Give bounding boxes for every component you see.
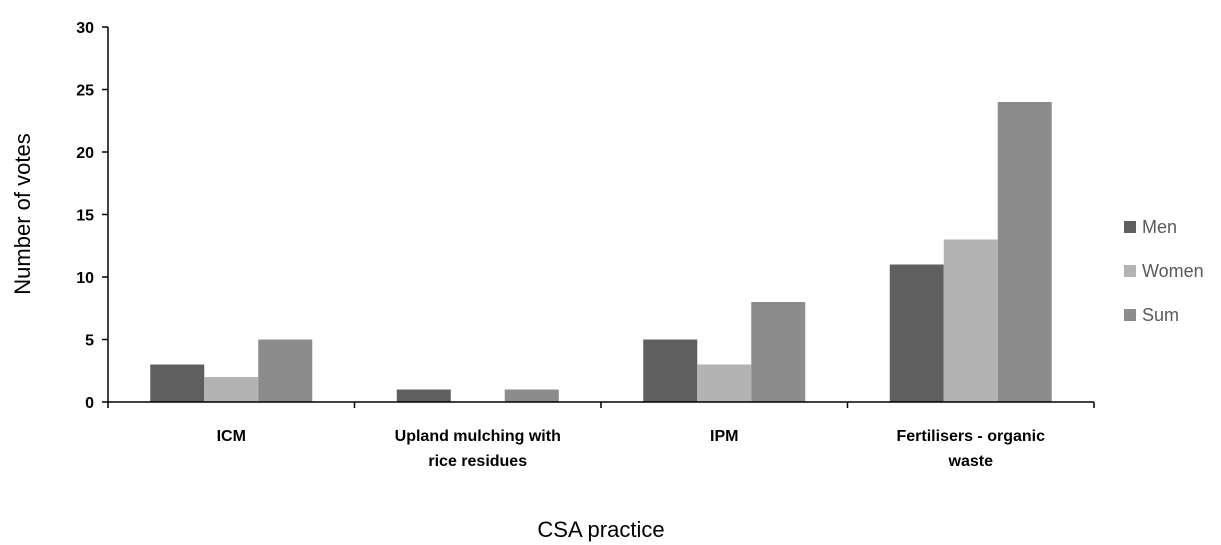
bar-sum-3 xyxy=(751,302,806,402)
legend-swatch-sum xyxy=(1124,309,1136,321)
legend-swatch-women xyxy=(1124,265,1136,277)
x-axis-title: CSA practice xyxy=(537,517,664,542)
bars-group xyxy=(150,102,1052,402)
legend-label-sum: Sum xyxy=(1142,305,1179,325)
legend: Men Women Sum xyxy=(1124,217,1204,325)
y-axis-title: Number of votes xyxy=(10,133,35,294)
x-category-label: Fertilisers - organic waste xyxy=(897,428,1046,470)
x-category-label: IPM xyxy=(710,428,738,445)
bar-men-2 xyxy=(396,389,451,402)
bar-men-4 xyxy=(889,264,944,402)
bar-women-4 xyxy=(943,239,998,402)
y-tick-label: 10 xyxy=(76,270,94,287)
bar-sum-2 xyxy=(504,389,559,402)
bar-men-3 xyxy=(643,339,698,402)
bar-sum-1 xyxy=(258,339,313,402)
bar-sum-4 xyxy=(997,102,1052,402)
y-ticks-group: 0 5 10 15 20 25 30 xyxy=(76,20,108,412)
x-labels-group: ICM Upland mulching with rice residues IPM F… xyxy=(107,402,1095,470)
legend-label-women: Women xyxy=(1142,261,1204,281)
y-tick-label: 25 xyxy=(76,83,94,100)
bar-women-3 xyxy=(697,364,752,402)
y-tick-label: 20 xyxy=(76,145,94,162)
y-tick-label: 5 xyxy=(85,333,94,350)
bar-women-1 xyxy=(204,377,259,402)
y-tick-label: 15 xyxy=(76,208,94,225)
legend-swatch-men xyxy=(1124,221,1136,233)
y-tick-label: 0 xyxy=(85,395,94,412)
bar-men-1 xyxy=(150,364,205,402)
x-category-label: ICM xyxy=(217,428,246,445)
x-category-label: Upland mulching with rice residues xyxy=(395,428,561,470)
legend-label-men: Men xyxy=(1142,217,1177,237)
y-tick-label: 30 xyxy=(76,20,94,37)
